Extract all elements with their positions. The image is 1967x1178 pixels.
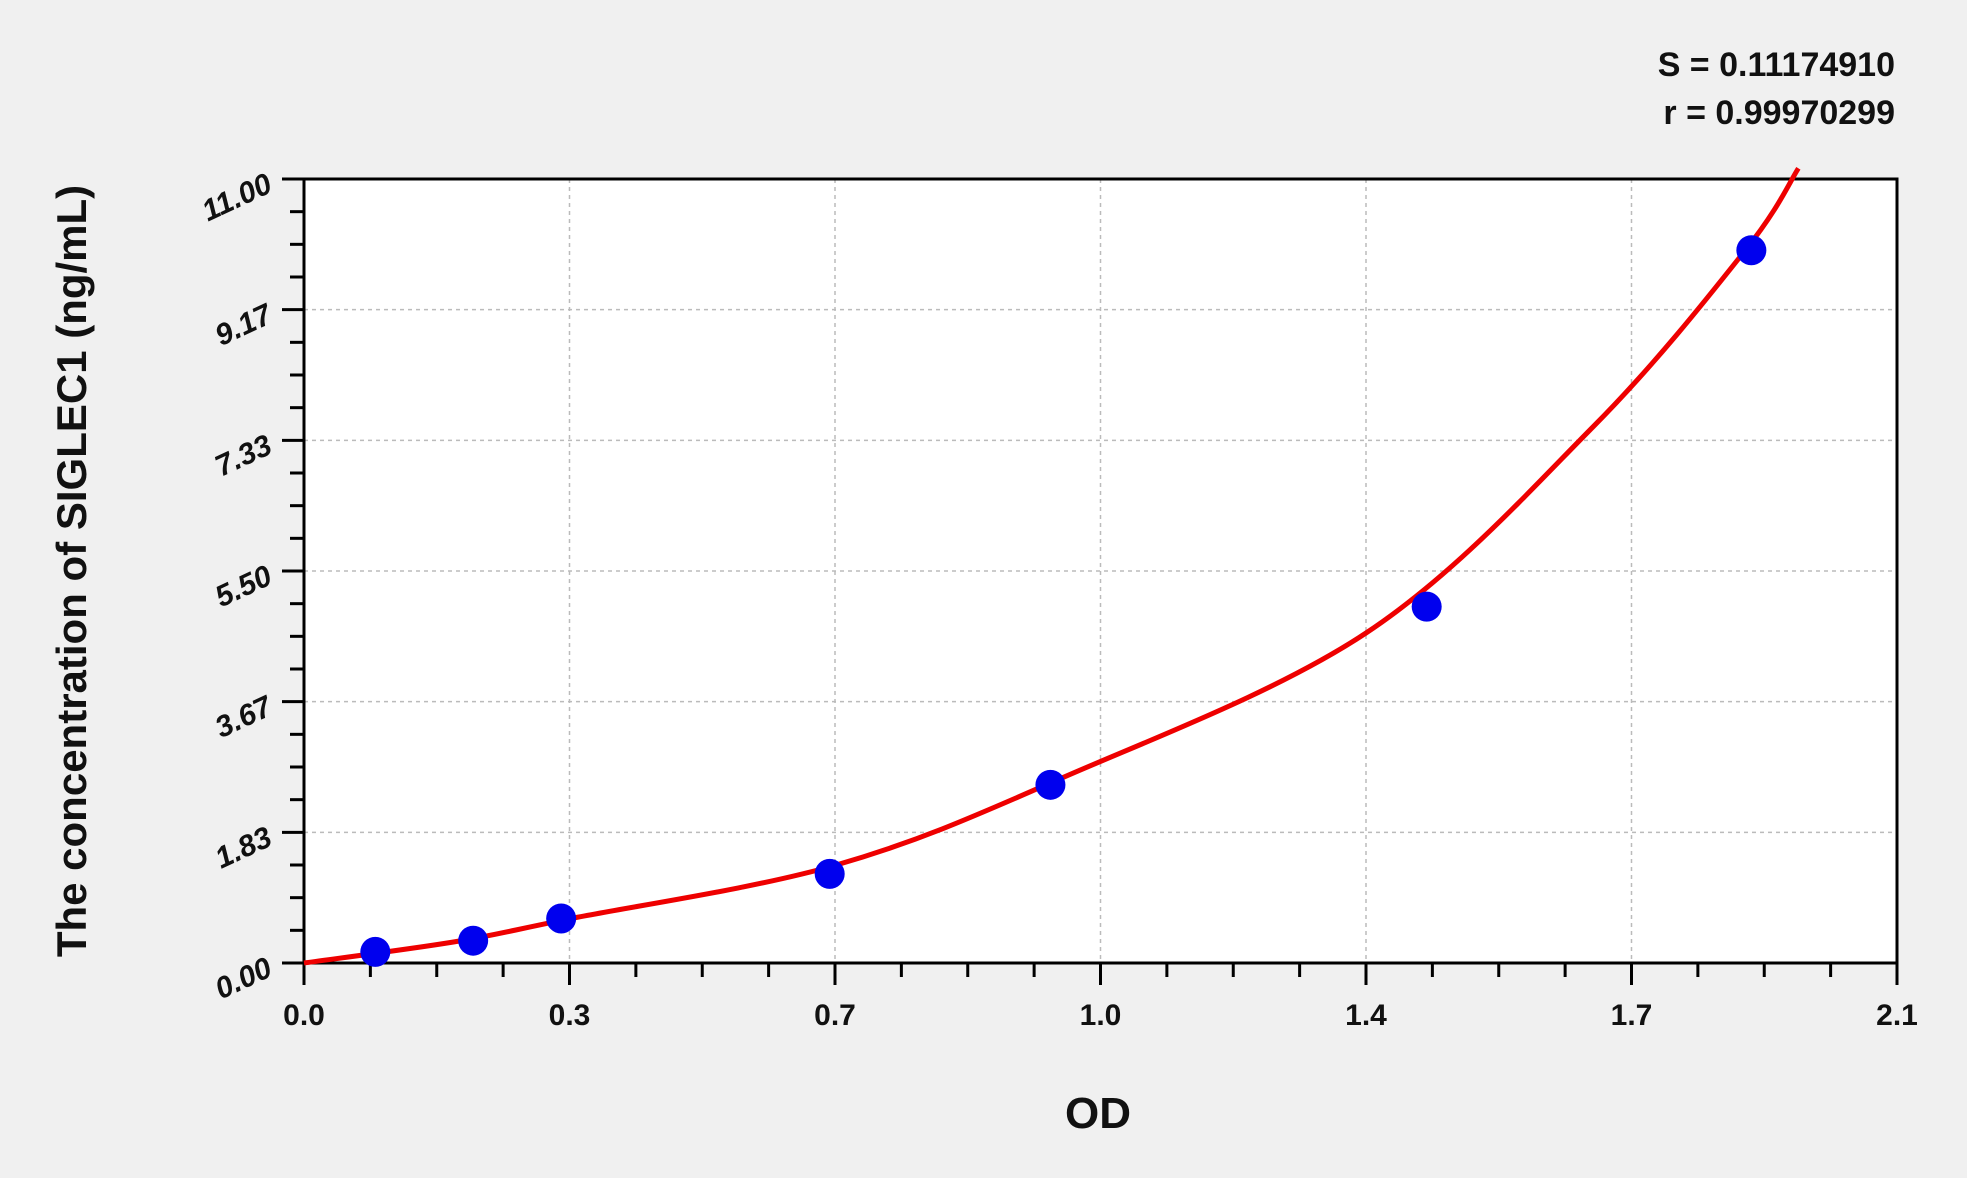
x-tick-label: 2.1 [1876, 999, 1918, 1032]
data-point [546, 903, 577, 934]
y-tick-label: 7.33 [210, 429, 277, 484]
x-tick-label: 1.7 [1611, 999, 1653, 1032]
data-point [458, 925, 489, 956]
data-point [360, 936, 391, 967]
plot-frame [302, 177, 1899, 965]
y-tick-label: 11.00 [197, 167, 277, 228]
y-tick-label: 3.67 [210, 690, 278, 745]
data-point [1411, 591, 1442, 622]
data-point [1035, 769, 1066, 800]
x-tick-label: 1.0 [1080, 999, 1122, 1032]
x-tick-label: 1.4 [1345, 999, 1387, 1032]
x-axis-label: OD [1065, 1089, 1131, 1138]
fit-curve [303, 166, 1801, 966]
axis-ticks [282, 177, 1899, 985]
x-tick-label: 0.0 [283, 999, 325, 1032]
x-tick-label: 0.3 [549, 999, 591, 1032]
y-tick-label: 5.50 [210, 559, 277, 614]
stat-r: r = 0.99970299 [1663, 94, 1895, 132]
x-tick-labels: 0.0 0.3 0.7 1.0 1.4 1.7 2.1 [283, 999, 1918, 1032]
data-point [814, 858, 845, 889]
y-tick-labels: 0.00 1.83 3.67 5.50 7.33 9.17 11.00 [197, 167, 278, 1006]
y-axis-label: The concentration of SIGLEC1 (ng/mL) [48, 185, 95, 957]
stat-s: S = 0.11174910 [1658, 46, 1895, 84]
data-points [360, 235, 1767, 967]
y-tick-label: 1.83 [210, 821, 277, 876]
x-tick-label: 0.7 [814, 999, 856, 1032]
y-tick-label: 9.17 [210, 298, 278, 353]
gridlines [304, 179, 1897, 963]
data-point [1736, 235, 1767, 266]
y-tick-label: 0.00 [210, 951, 277, 1006]
